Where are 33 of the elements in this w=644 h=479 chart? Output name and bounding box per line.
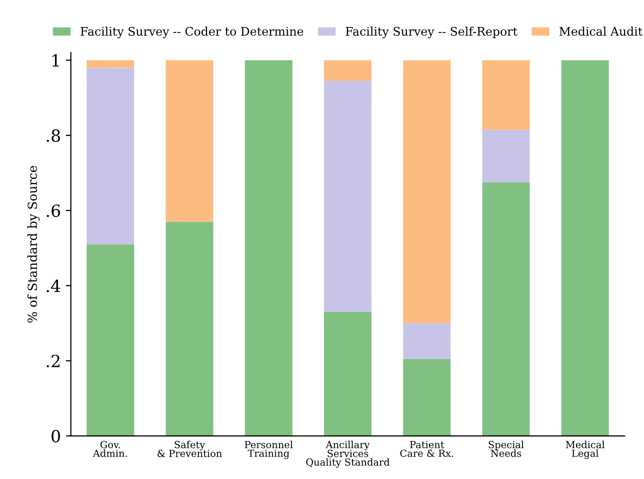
x-tick-label: Safety & Prevention	[158, 440, 222, 458]
bar	[86, 68, 134, 244]
y-tick-label: 1	[52, 54, 59, 67]
legend-label: Facility Survey -- Coder to Determine	[80, 26, 304, 38]
bar	[482, 130, 530, 182]
bar	[561, 60, 609, 436]
y-tick-label: .4	[46, 280, 60, 292]
bar	[482, 60, 530, 130]
x-tick-label: Gov. Admin.	[92, 440, 127, 457]
y-tick-label: 0	[52, 430, 60, 442]
x-tick-label: Medical Legal	[566, 440, 605, 459]
bar	[324, 312, 372, 436]
bar	[403, 358, 451, 436]
y-tick-label: .2	[46, 354, 60, 368]
x-tick-label: Personnel Training	[244, 440, 293, 459]
bar	[403, 60, 451, 324]
bar	[166, 222, 214, 436]
bar	[482, 182, 530, 436]
x-tick-label: Special Needs	[488, 440, 524, 457]
bar	[244, 60, 292, 436]
bar	[86, 244, 134, 436]
legend-label: Medical Audit	[559, 26, 643, 36]
bar	[86, 60, 134, 68]
y-tick-label: .8	[46, 129, 60, 142]
y-tick-label: .6	[46, 204, 60, 218]
bar	[324, 80, 372, 312]
x-tick-label: Ancillary Services Quality Standard	[306, 440, 390, 468]
bar	[403, 323, 451, 359]
bar	[324, 60, 372, 81]
x-tick-label: Patient Care & Rx.	[400, 440, 454, 457]
y-axis-title: % of Standard by Source	[27, 166, 40, 323]
legend-label: Facility Survey -- Self-Report	[346, 26, 518, 38]
bar	[166, 60, 214, 222]
